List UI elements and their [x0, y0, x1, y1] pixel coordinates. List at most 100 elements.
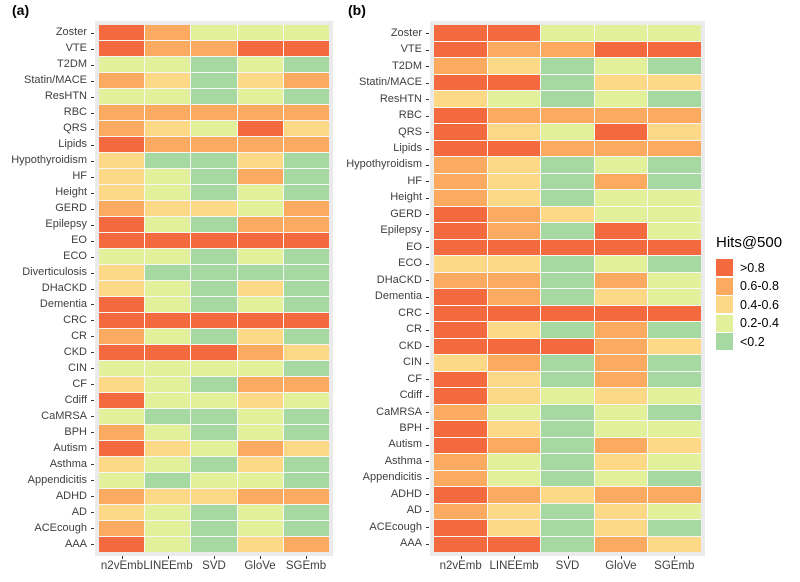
y-axis-label: DHaCKD: [41, 282, 87, 294]
heatmap-cell: [541, 206, 594, 222]
y-axis-label: Height: [55, 186, 87, 199]
legend-swatch: [716, 296, 733, 313]
heatmap-cell: [145, 41, 191, 56]
heatmap-cell: [434, 355, 487, 371]
heatmap-cell: [99, 57, 145, 72]
legend-title: Hits@500: [716, 234, 783, 251]
heatmap-cell: [283, 329, 329, 344]
x-axis-label: SGEmb: [654, 560, 695, 572]
y-axis-label: Autism: [388, 438, 422, 451]
heatmap-cell: [237, 137, 283, 152]
x-axis-label: n2vEmb: [100, 560, 144, 572]
heatmap-cell: [191, 473, 237, 488]
legend-entry-label: >0.8: [740, 260, 765, 275]
y-axis-tick: [91, 496, 94, 498]
heatmap-cell: [145, 313, 191, 328]
heatmap-cell: [594, 338, 648, 354]
y-axis-label: Asthma: [384, 454, 422, 467]
y-axis-label: Epilepsy: [45, 218, 87, 231]
heatmap-cell: [283, 265, 329, 280]
y-axis-tick: [91, 480, 94, 482]
heatmap-cell: [99, 137, 145, 152]
heatmap-grid: [434, 25, 701, 552]
heatmap-cell: [434, 206, 487, 222]
legend: Hits@500 >0.8 0.6-0.8 0.4-0.6 0.2-0.4 <0.2: [716, 234, 782, 352]
heatmap-cell: [434, 536, 487, 552]
heatmap-cell: [99, 345, 145, 360]
heatmap-cell: [99, 201, 145, 216]
y-axis-tick: [426, 181, 429, 183]
y-axis-tick: [91, 384, 94, 386]
heatmap-cell: [648, 520, 701, 536]
heatmap-cell: [237, 153, 283, 168]
heatmap-cell: [191, 489, 237, 504]
heatmap-cell: [99, 409, 145, 424]
heatmap-cell: [594, 239, 648, 255]
y-axis-label: RBC: [398, 109, 422, 122]
heatmap-cell: [434, 124, 487, 140]
heatmap-cell: [283, 121, 329, 136]
heatmap-cell: [99, 169, 145, 184]
heatmap-cell: [237, 217, 283, 232]
y-axis-tick: [426, 428, 429, 430]
heatmap-cell: [541, 58, 594, 74]
heatmap-cell: [145, 329, 191, 344]
heatmap-cell: [541, 503, 594, 519]
y-axis-tick: [426, 329, 429, 331]
y-axis-tick: [91, 368, 94, 370]
heatmap-cell: [237, 185, 283, 200]
y-axis-label: CRC: [398, 306, 422, 319]
heatmap-cell: [99, 457, 145, 472]
y-axis-label: Statin/MACE: [24, 74, 87, 87]
y-axis-label: CF: [72, 377, 87, 390]
heatmap-cell: [191, 201, 237, 216]
heatmap-cell: [237, 73, 283, 88]
heatmap-cell: [283, 89, 329, 104]
heatmap-cell: [541, 124, 594, 140]
heatmap-cell: [648, 338, 701, 354]
heatmap-cell: [145, 137, 191, 152]
heatmap-cell: [145, 377, 191, 392]
heatmap-cell: [541, 421, 594, 437]
heatmap-cell: [594, 223, 648, 239]
y-axis-label: AAA: [64, 537, 87, 550]
heatmap-cell: [145, 361, 191, 376]
heatmap-cell: [191, 377, 237, 392]
heatmap-cell: [191, 185, 237, 200]
heatmap-cell: [283, 441, 329, 456]
heatmap-cell: [145, 265, 191, 280]
heatmap-cell: [99, 41, 145, 56]
y-axis-tick: [91, 304, 94, 306]
y-axis-label: Appendicitis: [362, 471, 422, 484]
heatmap-cell: [237, 297, 283, 312]
heatmap-cell: [648, 206, 701, 222]
heatmap-cell: [191, 73, 237, 88]
heatmap-cell: [191, 41, 237, 56]
legend-entry-label: 0.6-0.8: [740, 279, 779, 293]
heatmap-cell: [191, 457, 237, 472]
y-axis-tick: [91, 512, 94, 514]
y-axis-label: EO: [406, 240, 422, 253]
y-axis-label: HF: [407, 174, 422, 187]
y-axis-tick: [91, 112, 94, 114]
y-axis-label: ACEcough: [369, 520, 422, 533]
y-axis-label: CRC: [63, 313, 87, 326]
heatmap-cell: [487, 454, 541, 470]
heatmap-cell: [145, 457, 191, 472]
y-axis-tick: [426, 346, 429, 348]
legend-entry: 0.2-0.4: [716, 314, 782, 332]
heatmap-cell: [541, 322, 594, 338]
heatmap-cell: [487, 355, 541, 371]
heatmap-cell: [594, 305, 648, 321]
heatmap-cell: [237, 409, 283, 424]
heatmap-cell: [237, 521, 283, 536]
heatmap-cell: [487, 107, 541, 123]
heatmap-cell: [541, 355, 594, 371]
heatmap-cell: [541, 289, 594, 305]
legend-entries: >0.8 0.6-0.8 0.4-0.6 0.2-0.4 <0.2: [716, 259, 782, 350]
x-axis-label: n2vEmb: [439, 560, 482, 572]
y-axis-tick: [91, 224, 94, 226]
heatmap-cell: [648, 322, 701, 338]
heatmap-cell: [145, 233, 191, 248]
